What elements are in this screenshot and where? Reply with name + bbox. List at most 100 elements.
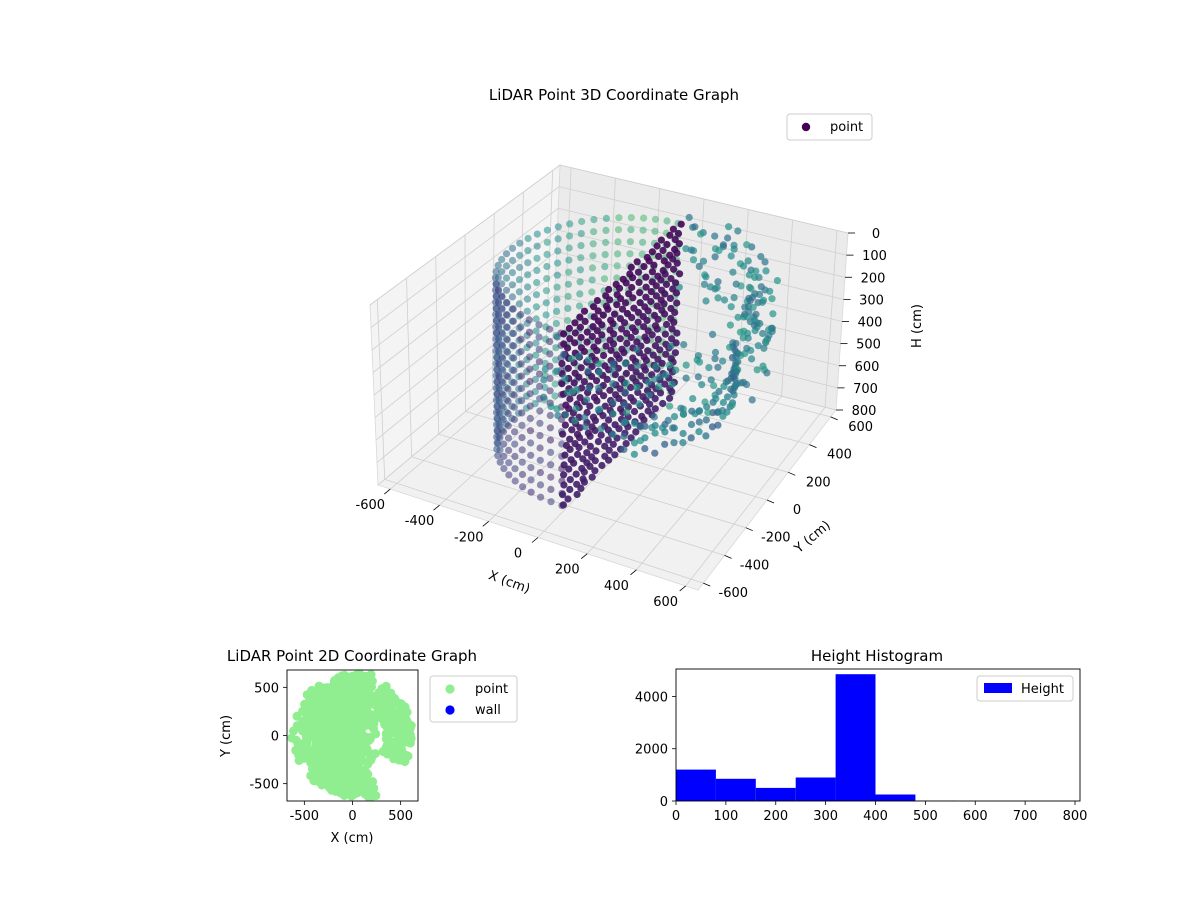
x-tick-3d-2 bbox=[482, 521, 490, 527]
point-3d bbox=[648, 268, 657, 276]
point-3d bbox=[714, 421, 722, 429]
point-3d bbox=[543, 238, 551, 246]
point-3d bbox=[516, 251, 524, 259]
point-3d bbox=[659, 246, 667, 255]
point-3d bbox=[546, 424, 555, 432]
ticks-hist: 0 100 200 300 400 500 600 700 800 0 2000 4000 bbox=[635, 690, 1088, 824]
point-3d bbox=[732, 368, 740, 376]
x-tick-label-2d-0: -500 bbox=[290, 809, 320, 824]
point-3d bbox=[687, 434, 695, 442]
point-3d bbox=[527, 439, 535, 447]
point-3d bbox=[600, 351, 608, 360]
grid-z-6 bbox=[375, 294, 840, 441]
point-3d bbox=[510, 403, 518, 411]
point-3d bbox=[672, 339, 680, 347]
point-3d bbox=[493, 366, 501, 374]
point-3d bbox=[553, 367, 561, 375]
point-3d bbox=[654, 272, 662, 280]
point-3d bbox=[554, 223, 562, 231]
x-tick-label-hist-0: 0 bbox=[672, 809, 680, 824]
point-3d bbox=[641, 445, 649, 453]
point-3d bbox=[526, 427, 535, 435]
point-3d bbox=[517, 360, 525, 368]
point-3d bbox=[762, 267, 770, 275]
point-3d bbox=[581, 413, 589, 422]
point-3d bbox=[547, 448, 555, 456]
point-3d bbox=[648, 248, 657, 256]
point-3d bbox=[657, 296, 665, 304]
point-3d bbox=[566, 485, 574, 494]
point-3d bbox=[602, 238, 610, 247]
point-3d bbox=[594, 360, 603, 368]
point-3d bbox=[511, 465, 519, 473]
point-2d bbox=[329, 765, 339, 775]
point-3d bbox=[615, 214, 623, 222]
point-3d bbox=[509, 329, 518, 338]
point-3d bbox=[566, 476, 574, 484]
point-3d bbox=[677, 220, 685, 228]
point-3d bbox=[759, 296, 768, 304]
point-3d bbox=[660, 257, 668, 265]
point-3d bbox=[612, 280, 620, 288]
point-3d bbox=[562, 441, 571, 450]
point-2d bbox=[335, 741, 345, 751]
point-3d bbox=[687, 420, 696, 429]
point-3d bbox=[609, 360, 617, 368]
x-tick-label-hist-2: 200 bbox=[763, 809, 788, 824]
point-3d bbox=[498, 330, 506, 338]
point-2d-arc bbox=[378, 747, 388, 756]
point-3d bbox=[704, 408, 712, 417]
point-2d bbox=[319, 708, 329, 718]
point-3d bbox=[577, 344, 586, 352]
point-2d bbox=[325, 736, 335, 746]
point-2d bbox=[336, 712, 346, 722]
point-3d bbox=[564, 304, 572, 312]
point-3d bbox=[642, 293, 650, 301]
point-3d bbox=[568, 426, 576, 434]
point-3d bbox=[669, 225, 678, 233]
point-3d bbox=[577, 230, 585, 238]
z-tick-label-3d-2: 200 bbox=[861, 271, 886, 286]
point-3d bbox=[627, 364, 635, 372]
legend-2d-marker-wall bbox=[445, 705, 455, 715]
point-3d bbox=[564, 280, 573, 288]
point-3d bbox=[574, 450, 582, 458]
point-3d bbox=[616, 315, 625, 323]
point-3d bbox=[677, 404, 685, 412]
x-tick-3d-0 bbox=[384, 488, 391, 495]
point-3d bbox=[634, 268, 643, 276]
point-3d bbox=[642, 283, 650, 291]
point-3d bbox=[496, 434, 504, 442]
point-3d bbox=[655, 252, 663, 260]
point-3d bbox=[640, 323, 648, 331]
point-2d bbox=[321, 775, 331, 785]
point-3d bbox=[567, 355, 576, 363]
point-3d bbox=[651, 227, 659, 235]
y-tick-3d-1 bbox=[724, 555, 732, 559]
histogram-bar-4 bbox=[835, 674, 876, 801]
point-3d bbox=[630, 407, 639, 416]
point-3d bbox=[573, 430, 582, 438]
y-tick-3d-0 bbox=[703, 582, 711, 587]
point-3d bbox=[499, 366, 507, 374]
point-3d bbox=[492, 280, 500, 288]
point-3d bbox=[648, 424, 656, 432]
point-3d bbox=[495, 385, 503, 393]
point-3d bbox=[733, 380, 741, 388]
point-3d bbox=[725, 223, 733, 231]
point-3d bbox=[649, 351, 657, 359]
point-2d bbox=[307, 685, 317, 695]
point-3d bbox=[607, 346, 615, 354]
point-3d bbox=[673, 299, 681, 307]
point-3d bbox=[623, 408, 631, 416]
point-3d bbox=[590, 228, 598, 236]
point-2d bbox=[292, 711, 302, 721]
point-3d bbox=[546, 387, 554, 395]
point-3d bbox=[533, 230, 541, 238]
point-3d bbox=[573, 480, 581, 488]
point-3d bbox=[589, 413, 598, 421]
z-tick-label-3d-8: 800 bbox=[852, 404, 877, 419]
point-3d bbox=[579, 455, 587, 463]
point-3d bbox=[576, 394, 584, 402]
y-axis-label-2d: Y (cm) bbox=[219, 715, 234, 758]
